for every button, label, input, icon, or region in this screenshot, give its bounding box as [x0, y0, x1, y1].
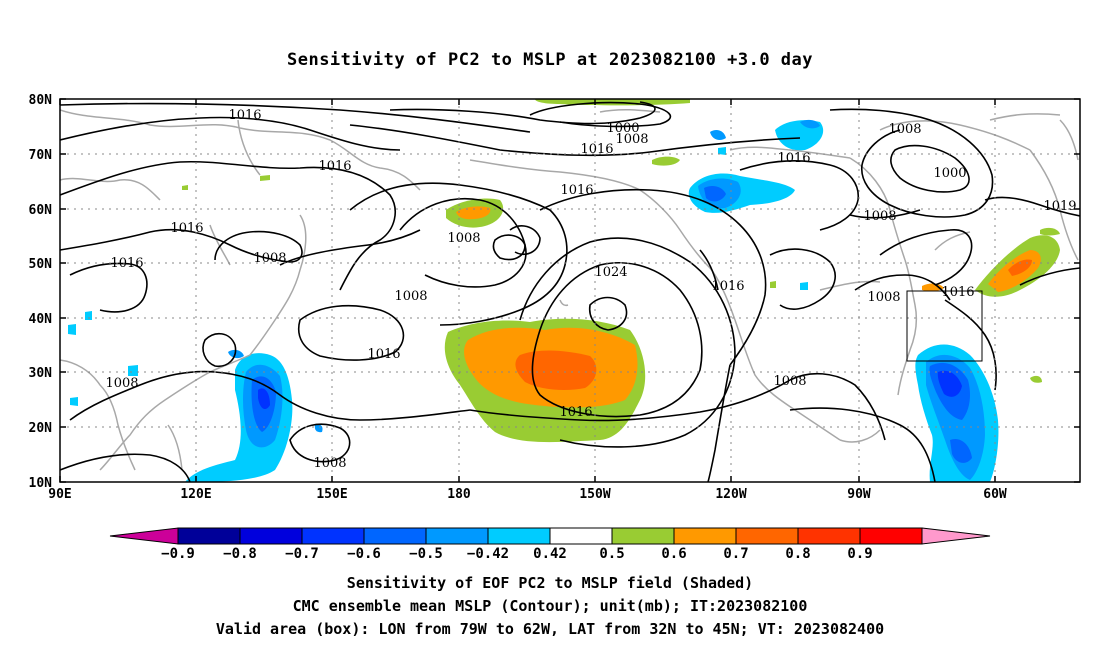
colorbar-swatch [611, 527, 675, 545]
contour-label: 1016 [580, 142, 613, 157]
contour-label: 1008 [863, 209, 896, 224]
lat-tick-label: 30N [29, 366, 53, 381]
colorbar-extension-low [109, 527, 179, 545]
colorbar-label: −0.7 [285, 546, 319, 562]
contour-label: 1008 [105, 376, 138, 391]
lon-tick-label: 150E [316, 487, 347, 502]
colorbar-label: 0.7 [723, 546, 748, 562]
chart-title: Sensitivity of PC2 to MSLP at 2023082100… [286, 50, 813, 70]
lat-tick-label: 20N [29, 421, 53, 436]
contour-label: 1008 [615, 132, 648, 147]
contour-label: 1016 [170, 221, 203, 236]
contour-label: 1008 [773, 374, 806, 389]
colorbar-label: −0.8 [223, 546, 257, 562]
colorbar-swatch [425, 527, 489, 545]
lat-labels: 80N 70N 60N 50N 40N 30N 20N 10N [29, 93, 53, 491]
contour-label: 1008 [253, 251, 286, 266]
colorbar-label: 0.8 [785, 546, 810, 562]
colorbar-swatch [673, 527, 737, 545]
colorbar-swatch [859, 527, 923, 545]
colorbar-label: −0.9 [161, 546, 195, 562]
colorbar-swatch [301, 527, 365, 545]
shade-positive-strong [515, 350, 597, 390]
colorbar-label: 0.5 [599, 546, 624, 562]
valid-area-box [906, 290, 983, 362]
contour-label: 1016 [559, 405, 592, 420]
lat-tick-label: 70N [29, 148, 53, 163]
caption-line-2: CMC ensemble mean MSLP (Contour); unit(m… [292, 597, 808, 615]
lat-tick-label: 60N [29, 203, 53, 218]
colorbar-boxes [109, 527, 991, 545]
contour-label: 1008 [888, 122, 921, 137]
graticule [60, 99, 1080, 482]
colorbar-swatch [735, 527, 799, 545]
colorbar-swatch [487, 527, 551, 545]
lon-tick-label: 60W [983, 487, 1007, 502]
lon-tick-label: 120W [715, 487, 746, 502]
lat-tick-label: 10N [29, 476, 53, 491]
caption-line-3: Valid area (box): LON from 79W to 62W, L… [215, 620, 885, 638]
colorbar-swatch [239, 527, 303, 545]
colorbar-label: 0.9 [847, 546, 872, 562]
colorbar-label: −0.42 [467, 546, 509, 562]
lon-tick-label: 180 [447, 487, 471, 502]
contour-label: 1016 [941, 285, 974, 300]
caption-line-1: Sensitivity of EOF PC2 to MSLP field (Sh… [346, 574, 754, 592]
coastlines [60, 108, 1079, 471]
lat-tick-label: 80N [29, 93, 53, 108]
lon-tick-label: 150W [579, 487, 610, 502]
colorbar-swatch [177, 527, 241, 545]
lon-labels: 90E 120E 150E 180 150W 120W 90W 60W [48, 487, 1007, 502]
colorbar-label: 0.42 [533, 546, 567, 562]
mslp-contours [60, 101, 1080, 482]
lon-tick-label: 120E [180, 487, 211, 502]
contour-label: 1016 [367, 347, 400, 362]
contour-label: 1008 [313, 456, 346, 471]
colorbar-swatch [797, 527, 861, 545]
contour-label: 1016 [110, 256, 143, 271]
contour-label: 1024 [594, 265, 627, 280]
contour-label: 1008 [867, 290, 900, 305]
colorbar-label: 0.6 [661, 546, 686, 562]
colorbar-label: −0.5 [409, 546, 443, 562]
contour-label: 1008 [447, 231, 480, 246]
colorbar-swatch [549, 527, 613, 545]
colorbar-label: −0.6 [347, 546, 381, 562]
lon-tick-label: 90W [847, 487, 871, 502]
colorbar: −0.9 −0.8 −0.7 −0.6 −0.5 −0.42 0.42 0.5 0.6 0.7 0.… [109, 527, 991, 562]
contour-label: 1016 [777, 151, 810, 166]
lat-tick-label: 40N [29, 312, 53, 327]
contour-label: 1016 [560, 183, 593, 198]
contour-label: 1016 [228, 108, 261, 123]
colorbar-swatch [363, 527, 427, 545]
lon-tick-label: 90E [48, 487, 71, 502]
lat-tick-label: 50N [29, 257, 53, 272]
colorbar-labels: −0.9 −0.8 −0.7 −0.6 −0.5 −0.42 0.42 0.5 0.6 0.7 0.… [161, 546, 873, 562]
contour-label: 1000 [933, 166, 966, 181]
contour-label: 1019 [1043, 199, 1076, 214]
contour-label: 1008 [394, 289, 427, 304]
contour-label: 1016 [318, 159, 351, 174]
colorbar-extension-high [921, 527, 991, 545]
map-frame [59, 98, 1081, 483]
contour-label: 1000 [606, 121, 639, 136]
axis-ticks [59, 98, 1080, 483]
contour-label: 1016 [711, 279, 744, 294]
